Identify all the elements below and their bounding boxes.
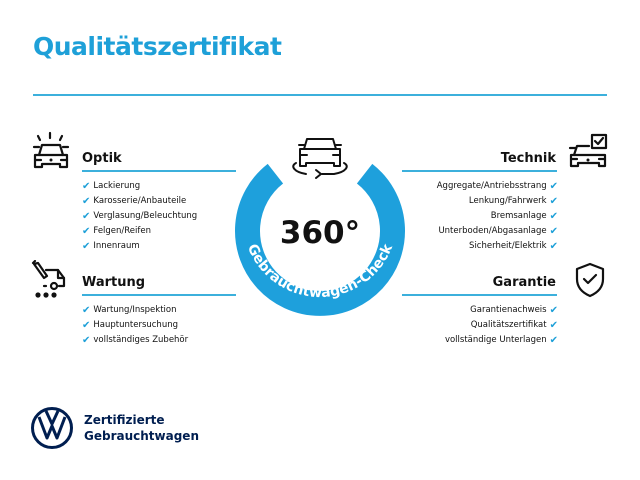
item-label: Karosserie/Anbauteile	[93, 196, 187, 206]
check-icon: ✔	[549, 241, 558, 252]
check-icon: ✔	[549, 196, 558, 207]
section-heading-garantie: Garantie	[492, 275, 556, 290]
list-item: Qualitätszertifikat ✔	[445, 318, 558, 333]
list-item: Lenkung/Fahrwerk ✔	[437, 194, 558, 209]
section-heading-optik: Optik	[82, 151, 122, 166]
list-item: ✔ Hauptuntersuchung	[82, 318, 188, 333]
list-item: ✔ Karosserie/Anbauteile	[82, 194, 197, 209]
ring-arc	[235, 163, 405, 316]
check-icon: ✔	[82, 320, 91, 331]
item-label: vollständiges Zubehör	[93, 335, 189, 345]
item-label: Sicherheit/Elektrik	[469, 241, 547, 251]
check-icon: ✔	[549, 226, 558, 237]
shield-check-icon	[575, 262, 605, 298]
check-360-badge: Gebrauchtwagen-Check 360°	[235, 138, 405, 316]
list-item: Sicherheit/Elektrik ✔	[437, 239, 558, 254]
item-label: Unterboden/Abgasanlage	[438, 226, 547, 236]
check-icon: ✔	[82, 211, 91, 222]
garantie-divider	[402, 294, 557, 296]
list-item: ✔ vollständiges Zubehör	[82, 333, 188, 348]
item-label: Bremsanlage	[490, 211, 547, 221]
item-label: Aggregate/Antriebsstrang	[436, 181, 547, 191]
list-item: Unterboden/Abgasanlage ✔	[437, 224, 558, 239]
wartung-divider	[82, 294, 236, 296]
check-icon: ✔	[82, 226, 91, 237]
garantie-list: Garantienachweis ✔ Qualitätszertifikat ✔ v…	[445, 303, 558, 348]
item-label: vollständige Unterlagen	[444, 335, 547, 345]
list-item: ✔ Wartung/Inspektion	[82, 303, 188, 318]
car-checkbox-icon	[568, 133, 608, 168]
list-item: ✔ Lackierung	[82, 179, 197, 194]
technik-divider	[402, 170, 557, 172]
brand-line-1: Zertifizierte	[84, 413, 165, 427]
list-item: Bremsanlage ✔	[437, 209, 558, 224]
car-rotate-icon	[292, 138, 348, 179]
check-icon: ✔	[82, 241, 91, 252]
item-label: Wartung/Inspektion	[93, 305, 177, 315]
list-item: ✔ Innenraum	[82, 239, 197, 254]
section-heading-technik: Technik	[500, 151, 556, 166]
item-label: Lackierung	[93, 181, 141, 191]
check-icon: ✔	[82, 196, 91, 207]
item-label: Felgen/Reifen	[93, 226, 152, 236]
item-label: Garantienachweis	[470, 305, 547, 315]
check-icon: ✔	[82, 335, 91, 346]
optik-divider	[82, 170, 236, 172]
section-heading-wartung: Wartung	[82, 275, 146, 290]
item-label: Qualitätszertifikat	[470, 320, 547, 330]
item-label: Lenkung/Fahrwerk	[468, 196, 547, 206]
optik-list: ✔ Lackierung ✔ Karosserie/Anbauteile ✔ Verg…	[82, 179, 197, 254]
check-icon: ✔	[549, 305, 558, 316]
technik-list: Aggregate/Antriebsstrang ✔ Lenkung/Fahrwe…	[437, 179, 558, 254]
check-icon: ✔	[549, 335, 558, 346]
check-icon: ✔	[549, 320, 558, 331]
wartung-list: ✔ Wartung/Inspektion ✔ Hauptuntersuchung ✔…	[82, 303, 188, 348]
list-item: vollständige Unterlagen ✔	[445, 333, 558, 348]
service-truck-icon	[31, 260, 66, 298]
list-item: ✔ Verglasung/Beleuchtung	[82, 209, 197, 224]
list-item: Garantienachweis ✔	[445, 303, 558, 318]
brand-text: Zertifizierte Gebrauchtwagen	[84, 412, 199, 444]
item-label: Verglasung/Beleuchtung	[93, 211, 198, 221]
check-icon: ✔	[82, 305, 91, 316]
degrees-label: 360°	[280, 215, 360, 251]
check-icon: ✔	[549, 181, 558, 192]
list-item: Aggregate/Antriebsstrang ✔	[437, 179, 558, 194]
car-lights-icon	[32, 131, 70, 169]
page-title: Qualitätszertifikat	[33, 32, 282, 61]
check-icon: ✔	[549, 211, 558, 222]
list-item: ✔ Felgen/Reifen	[82, 224, 197, 239]
brand-line-2: Gebrauchtwagen	[84, 429, 199, 443]
item-label: Hauptuntersuchung	[93, 320, 178, 330]
vw-logo	[31, 407, 73, 449]
title-divider	[33, 94, 607, 96]
check-icon: ✔	[82, 181, 91, 192]
item-label: Innenraum	[93, 241, 140, 251]
